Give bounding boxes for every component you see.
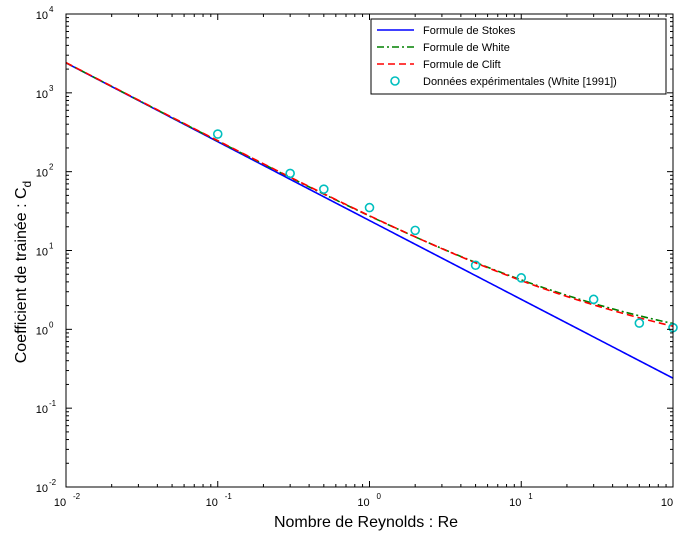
y-tick-label-exponent: 2: [49, 163, 54, 172]
y-axis-label-subscript: d: [20, 181, 34, 188]
legend: Formule de Stokes Formule de White Formu…: [370, 18, 667, 95]
y-axis-label: Coefficient de trainée : Cd: [13, 181, 34, 364]
y-tick-label-exponent: 1: [49, 242, 54, 251]
legend-box: [370, 18, 667, 95]
series-line-white: [65, 62, 674, 325]
x-tick-label: 10: [661, 497, 673, 509]
x-tick-label: 10: [54, 497, 66, 509]
y-tick-label-exponent: -1: [49, 399, 57, 408]
legend-swatch-experimental: [390, 76, 400, 86]
y-tick-label: 10: [36, 10, 48, 22]
series-line-clift: [65, 61, 674, 328]
legend-label-white: Formule de White: [423, 42, 510, 54]
x-tick-label: 10: [509, 497, 521, 509]
data-point: [516, 273, 527, 283]
legend-label-experimental: Données expérimentales (White [1991]): [423, 76, 617, 88]
curves-layer: [65, 61, 674, 379]
y-tick-label-exponent: 4: [49, 5, 54, 14]
y-axis-label-main: Coefficient de trainée : C: [13, 187, 30, 363]
y-tick-label-exponent: 3: [49, 84, 54, 93]
x-tick-label: 10: [206, 497, 218, 509]
y-tick-label: 10: [36, 89, 48, 101]
y-tick-label: 10: [36, 483, 48, 495]
legend-label-clift: Formule de Clift: [423, 59, 501, 71]
data-point: [410, 225, 420, 236]
data-point: [364, 202, 375, 213]
data-point: [470, 260, 481, 271]
data-point: [634, 318, 645, 328]
y-tick-label: 10: [36, 325, 48, 337]
data-point: [319, 184, 329, 194]
y-tick-label: 10: [36, 247, 48, 259]
y-tick-label-exponent: 0: [49, 320, 54, 329]
y-tick-label: 10: [36, 168, 48, 180]
y-tick-label-exponent: -2: [49, 478, 57, 487]
data-point: [588, 294, 599, 305]
data-point: [285, 168, 295, 179]
x-tick-label: 10: [357, 497, 369, 509]
x-tick-label-exponent: 0: [377, 492, 382, 501]
x-tick-label-exponent: -2: [73, 492, 81, 501]
x-axis-label: Nombre de Reynolds : Re: [274, 514, 458, 531]
legend-label-stokes: Formule de Stokes: [423, 25, 516, 37]
x-tick-label-exponent: 1: [528, 492, 533, 501]
x-tick-label-exponent: -1: [225, 492, 233, 501]
data-point: [212, 129, 223, 139]
y-tick-label: 10: [36, 404, 48, 416]
